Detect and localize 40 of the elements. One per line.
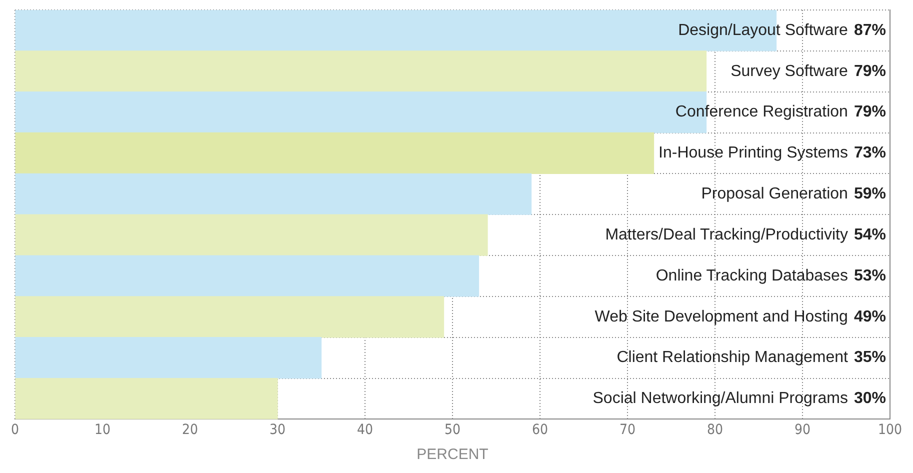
data-label: 79%	[854, 104, 886, 121]
x-tick-label: 30	[269, 422, 286, 438]
x-tick-label: 10	[94, 422, 111, 438]
bar	[15, 337, 322, 379]
bar	[15, 50, 707, 92]
bar	[15, 378, 278, 420]
x-tick-label: 70	[619, 422, 636, 438]
x-tick-label: 20	[182, 422, 198, 438]
y-tick-label: Design/Layout Software	[678, 22, 848, 39]
bar	[15, 173, 532, 215]
x-tick-label: 0	[11, 422, 20, 438]
y-tick-label: Matters/Deal Tracking/Productivity	[605, 226, 848, 244]
bar	[15, 296, 444, 338]
bar	[15, 132, 654, 174]
bar	[15, 255, 480, 297]
data-label: 59%	[854, 186, 886, 203]
data-label: 73%	[854, 144, 886, 162]
data-label: 49%	[854, 308, 886, 326]
y-tick-label: Survey Software	[730, 62, 848, 80]
y-tick-label: Proposal Generation	[701, 186, 848, 203]
x-axis-title: PERCENT	[416, 446, 488, 464]
y-tick-label: In-House Printing Systems	[658, 144, 848, 162]
y-tick-label: Web Site Development and Hosting	[594, 308, 848, 326]
data-label: 54%	[854, 226, 886, 244]
y-tick-label: Social Networking/Alumni Programs	[592, 390, 848, 408]
x-tick-label: 60	[532, 422, 548, 438]
data-label: 87%	[854, 22, 886, 39]
y-tick-label: Online Tracking Databases	[656, 267, 848, 284]
x-tick-label: 100	[878, 422, 902, 438]
data-label: 30%	[854, 390, 886, 408]
x-tick-label: 40	[356, 422, 374, 438]
data-label: 53%	[854, 267, 886, 284]
data-label: 35%	[854, 349, 886, 366]
bar	[15, 214, 488, 256]
x-tick-label: 90	[794, 422, 810, 438]
y-tick-label: Client Relationship Management	[616, 349, 849, 366]
x-tick-label: 80	[706, 422, 724, 438]
data-label: 79%	[854, 62, 886, 80]
x-tick-label: 50	[444, 422, 461, 438]
y-tick-label: Conference Registration	[675, 104, 848, 121]
